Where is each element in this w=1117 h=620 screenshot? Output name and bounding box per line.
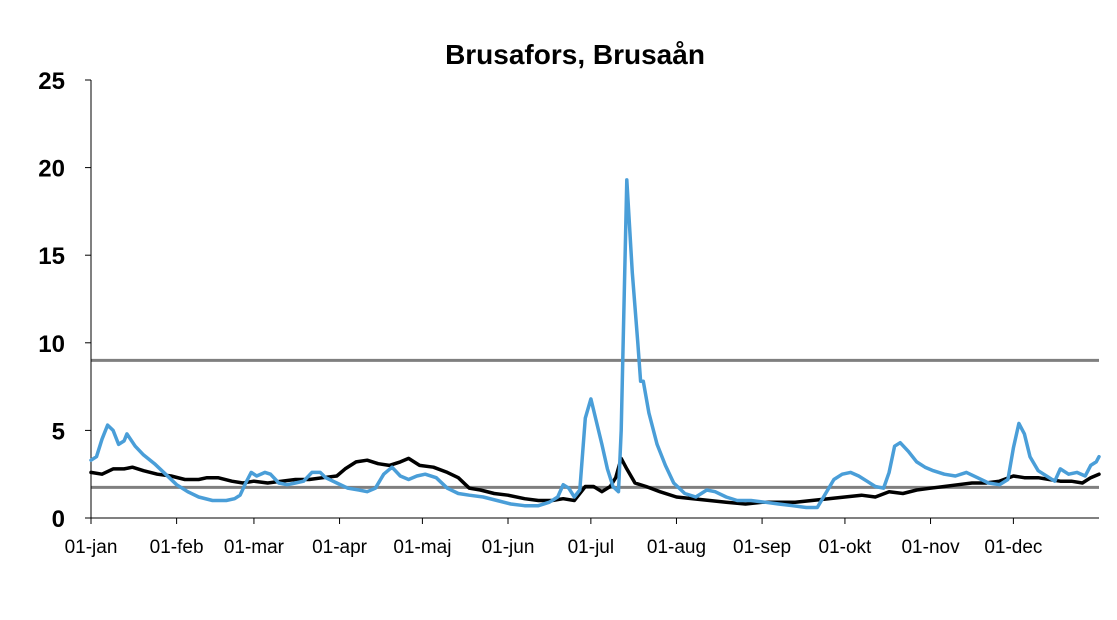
x-tick-label: 01-jun <box>482 537 535 558</box>
y-tick-label: 20 <box>38 156 65 183</box>
x-tick-label: 01-jan <box>65 537 118 558</box>
y-tick-label: 25 <box>38 68 65 95</box>
y-tick-label: 10 <box>38 331 65 358</box>
axes <box>90 80 1099 519</box>
series-line-0 <box>89 456 1101 506</box>
x-tick-label: 01-maj <box>393 537 451 558</box>
data-series <box>89 178 1101 510</box>
reference-lines <box>91 358 1099 489</box>
y-axis-ticks: 0 5 10 15 20 25 <box>38 68 91 533</box>
x-tick-label: 01-apr <box>312 537 368 558</box>
x-tick-label: 01-feb <box>150 537 204 558</box>
x-tick-label: 01-mar <box>224 537 285 558</box>
x-tick-label: 01-dec <box>984 537 1042 558</box>
x-tick-label: 01-okt <box>819 537 873 558</box>
chart-title: Brusafors, Brusaån <box>445 39 705 70</box>
x-tick-label: 01-sep <box>733 537 791 558</box>
x-tick-label: 01-jul <box>568 537 614 558</box>
x-tick-label: 01-aug <box>647 537 706 558</box>
y-tick-label: 5 <box>52 418 65 445</box>
y-tick-label: 15 <box>38 243 65 270</box>
y-tick-label: 0 <box>52 506 65 533</box>
x-axis-ticks: 01-jan 01-feb 01-mar 01-apr 01-maj 01-jun 01-j… <box>65 518 1042 558</box>
x-tick-label: 01-nov <box>901 537 960 558</box>
series-line-1 <box>89 178 1101 510</box>
